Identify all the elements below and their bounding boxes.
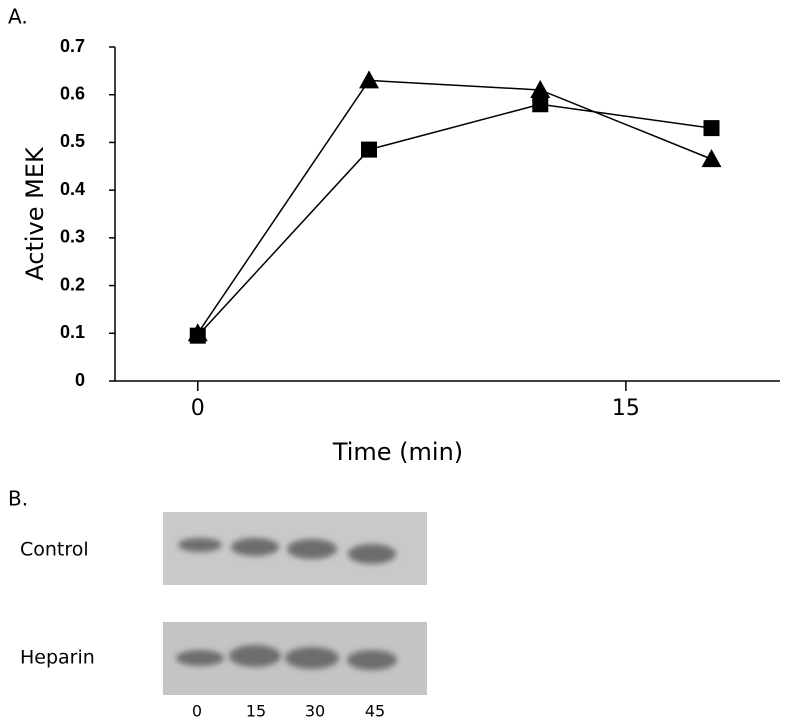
marker bbox=[701, 149, 722, 168]
series-line bbox=[197, 103, 712, 337]
panel-label: B. bbox=[8, 487, 28, 511]
x-tick-label: 15 bbox=[612, 396, 640, 421]
y-tick-label: 0.7 bbox=[60, 36, 85, 56]
marker bbox=[189, 327, 206, 344]
y-tick-label: 0.1 bbox=[60, 322, 85, 342]
x-axis-label: Time (min) bbox=[332, 438, 463, 466]
marker bbox=[532, 96, 549, 113]
marker bbox=[359, 70, 380, 89]
lane-label: 15 bbox=[246, 702, 266, 721]
x-tick-label: 0 bbox=[191, 396, 205, 421]
y-tick-label: 0.3 bbox=[60, 227, 85, 247]
row-label: Heparin bbox=[20, 647, 95, 669]
blot bbox=[163, 512, 427, 695]
marker bbox=[530, 79, 551, 98]
y-tick-label: 0 bbox=[75, 370, 85, 390]
lane-label: 30 bbox=[305, 702, 325, 721]
y-tick-label: 0.4 bbox=[60, 179, 85, 199]
marker bbox=[703, 120, 720, 137]
y-tick-label: 0.2 bbox=[60, 274, 85, 294]
row-label: Control bbox=[20, 539, 89, 561]
bands bbox=[176, 538, 397, 670]
series-line bbox=[197, 79, 712, 334]
y-tick-label: 0.5 bbox=[60, 131, 85, 151]
lane-label: 45 bbox=[365, 702, 385, 721]
y-tick-label: 0.6 bbox=[60, 83, 85, 103]
lane-label: 0 bbox=[192, 702, 202, 721]
marker bbox=[361, 141, 378, 158]
panel-label: A. bbox=[8, 5, 28, 29]
y-axis-label: Active MEK bbox=[21, 146, 49, 281]
